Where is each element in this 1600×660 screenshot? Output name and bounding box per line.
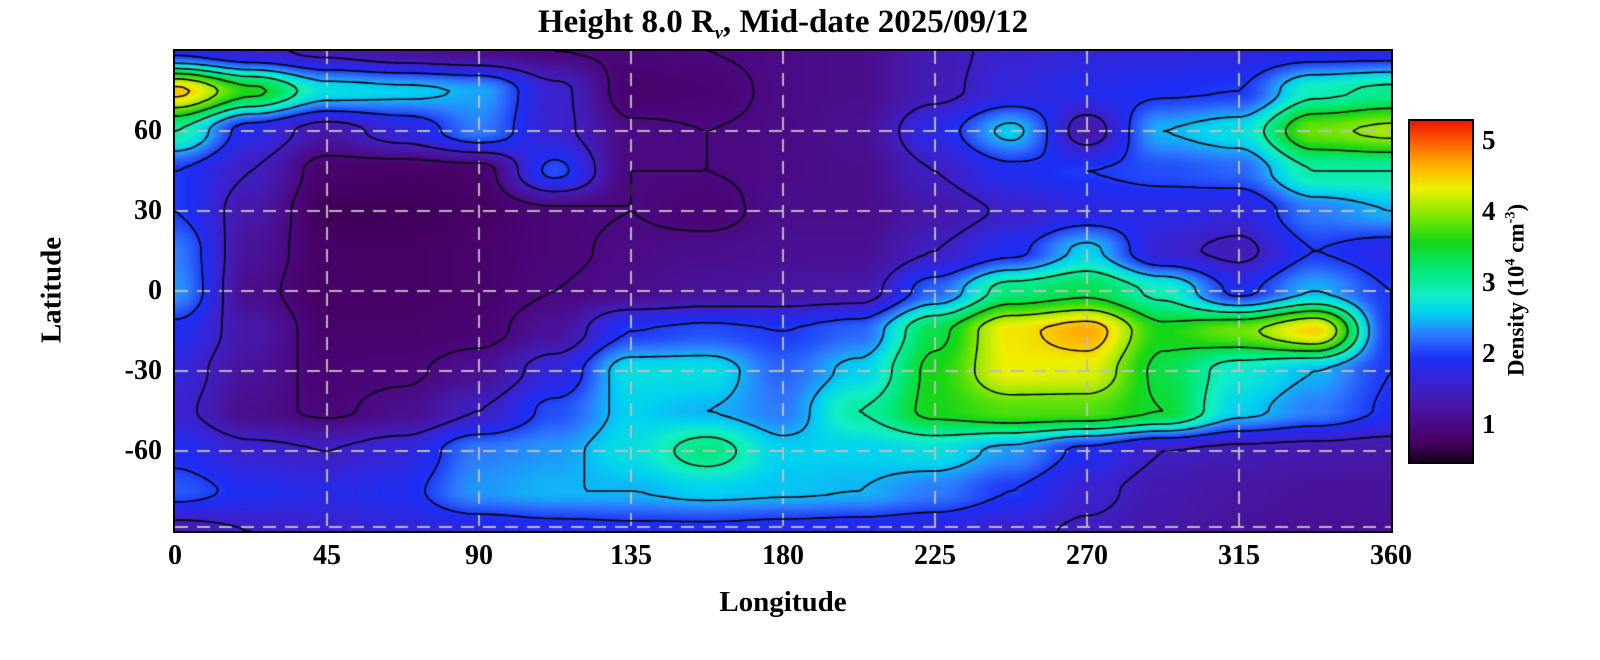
y-tick-label: 30 bbox=[134, 195, 162, 226]
colorbar-label-exp2: -3 bbox=[1502, 211, 1519, 224]
x-tick-label: 135 bbox=[610, 540, 652, 571]
x-tick-label: 315 bbox=[1218, 540, 1260, 571]
colorbar-label: Density (104 cm-3) bbox=[1503, 204, 1530, 376]
x-tick-label: 270 bbox=[1066, 540, 1108, 571]
density-heatmap-canvas bbox=[175, 51, 1391, 531]
colorbar-tick-label: 5 bbox=[1482, 125, 1496, 156]
colorbar-label-suffix: ) bbox=[1503, 203, 1529, 212]
y-tick-label: 0 bbox=[148, 275, 162, 306]
plot-frame bbox=[173, 49, 1393, 533]
x-tick-label: 45 bbox=[313, 540, 341, 571]
x-axis-label: Longitude bbox=[719, 586, 847, 618]
colorbar-label-prefix: Density (10 bbox=[1503, 265, 1529, 377]
colorbar-tick-label: 2 bbox=[1482, 338, 1496, 369]
chart-title-subscript: v bbox=[714, 22, 723, 43]
chart-title-suffix: , Mid-date 2025/09/12 bbox=[722, 4, 1029, 40]
colorbar-gradient bbox=[1408, 119, 1474, 464]
colorbar-label-mid: cm bbox=[1503, 223, 1529, 259]
x-tick-label: 225 bbox=[914, 540, 956, 571]
x-tick-label: 90 bbox=[465, 540, 493, 571]
colorbar-tick-label: 4 bbox=[1482, 196, 1496, 227]
colorbar-tick-label: 3 bbox=[1482, 267, 1496, 298]
x-tick-label: 180 bbox=[762, 540, 804, 571]
x-tick-label: 0 bbox=[168, 540, 182, 571]
x-tick-label: 360 bbox=[1370, 540, 1412, 571]
y-tick-label: -30 bbox=[124, 355, 162, 386]
chart-title-prefix: Height 8.0 R bbox=[537, 4, 715, 40]
colorbar-tick-label: 1 bbox=[1482, 409, 1496, 440]
y-tick-label: -60 bbox=[124, 435, 162, 466]
y-axis-label: Latitude bbox=[35, 236, 68, 344]
chart-title: Height 8.0 Rv, Mid-date 2025/09/12 bbox=[175, 0, 1391, 46]
colorbar-label-exp1: 4 bbox=[1502, 258, 1519, 266]
y-tick-label: 60 bbox=[134, 115, 162, 146]
